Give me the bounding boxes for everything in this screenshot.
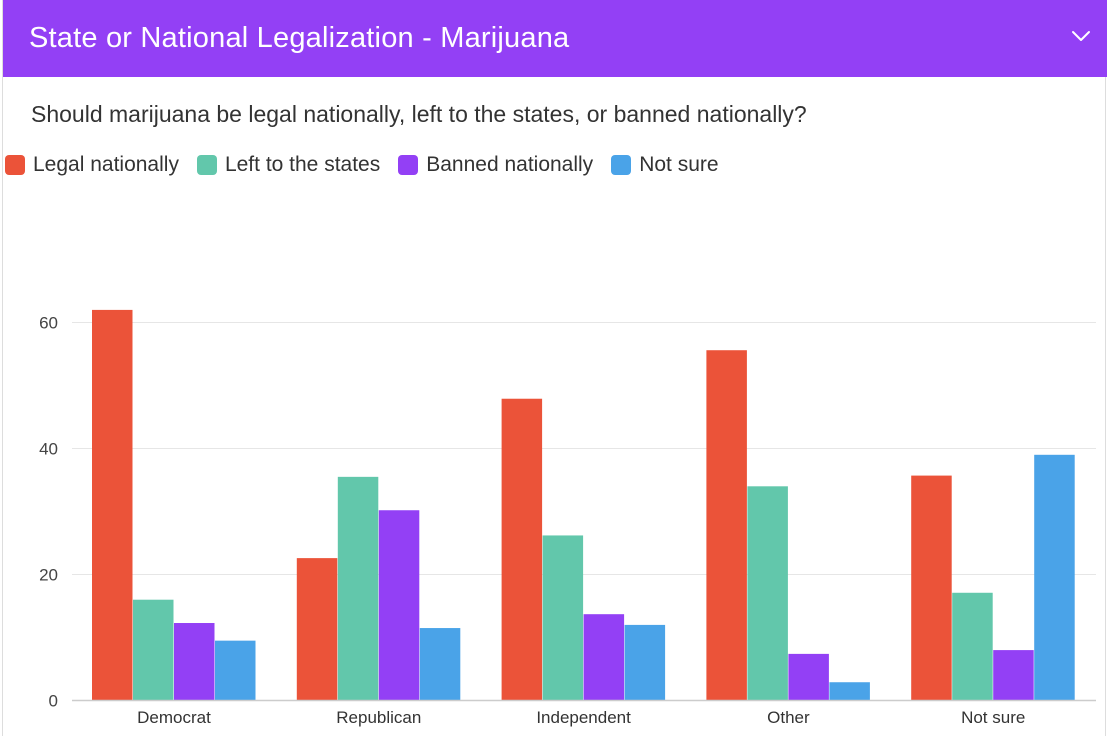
y-tick-label: 40 <box>39 440 58 459</box>
question-text: Should marijuana be legal nationally, le… <box>31 101 807 127</box>
legend-swatch <box>5 155 25 175</box>
bar <box>993 650 1034 701</box>
bar <box>378 510 420 701</box>
x-category-label: Independent <box>536 708 631 727</box>
bar <box>501 398 543 701</box>
legend-item-left-to-states[interactable]: Left to the states <box>196 153 381 177</box>
bar <box>215 640 256 701</box>
legend-label: Banned nationally <box>426 153 594 176</box>
bar <box>706 350 747 701</box>
x-category-label: Republican <box>336 708 421 727</box>
legend-label: Not sure <box>639 153 719 176</box>
bar <box>1034 454 1075 701</box>
legend-swatch <box>196 155 217 175</box>
bar <box>747 486 788 701</box>
bar <box>542 535 584 701</box>
bar <box>829 682 870 701</box>
bar <box>911 475 952 701</box>
legend-swatch <box>398 155 419 175</box>
legend-swatch <box>611 155 632 175</box>
chevron-down-icon[interactable] <box>1065 20 1097 52</box>
y-tick-label: 0 <box>49 692 58 711</box>
legend-item-not-sure[interactable]: Not sure <box>611 153 719 177</box>
bar <box>133 599 174 701</box>
legend-item-legal-nationally[interactable]: Legal nationally <box>5 153 179 177</box>
x-category-label: Other <box>767 708 810 727</box>
bar <box>296 558 338 701</box>
bar <box>337 476 379 701</box>
bar <box>419 628 461 701</box>
legend-label: Left to the states <box>224 153 381 176</box>
card-header[interactable]: State or National Legalization - Marijua… <box>3 0 1107 77</box>
legend-item-banned-nationally[interactable]: Banned nationally <box>398 153 593 177</box>
bar <box>92 309 133 701</box>
bar <box>624 624 666 701</box>
y-tick-label: 20 <box>39 566 58 585</box>
x-category-label: Not sure <box>961 708 1025 727</box>
bar <box>174 623 215 701</box>
bar <box>788 653 829 701</box>
x-category-label: Democrat <box>137 708 211 727</box>
legend-label: Legal nationally <box>33 153 179 176</box>
chart-legend: Legal nationally Left to the states Bann… <box>5 152 737 178</box>
bar <box>952 592 993 701</box>
y-tick-label: 60 <box>39 314 58 333</box>
bar <box>583 614 625 701</box>
card-title: State or National Legalization - Marijua… <box>29 22 570 54</box>
